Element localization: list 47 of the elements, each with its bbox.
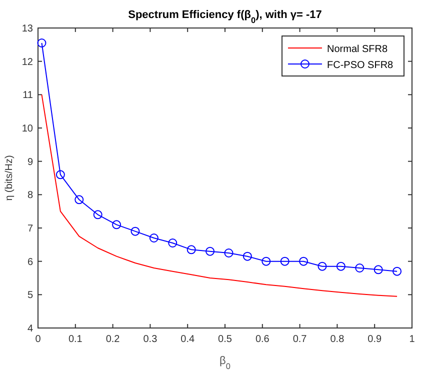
x-tick-label: 1 (409, 334, 416, 345)
point (186, 245, 196, 254)
y-tick-label: 11 (22, 90, 34, 102)
point (149, 234, 158, 242)
line-series (41, 94, 398, 297)
point (74, 195, 84, 204)
legend-label: FC-PSO SFR8 (327, 60, 394, 71)
x-tick-label: 0.8 (330, 334, 345, 345)
x-tick-label: 0.9 (368, 334, 382, 345)
x-tick-label: 0.2 (106, 334, 120, 345)
y-tick-label: 6 (27, 256, 34, 268)
point (336, 262, 346, 271)
y-tick-label: 8 (27, 190, 34, 202)
point (355, 264, 364, 272)
point (299, 256, 308, 266)
point (168, 238, 178, 248)
x-tick-label: 0.5 (218, 334, 232, 345)
y-tick-label: 4 (27, 324, 34, 334)
point (112, 220, 122, 230)
point (206, 246, 215, 256)
point (262, 256, 271, 266)
point (37, 38, 46, 48)
y-tick-label: 5 (27, 290, 34, 302)
x-tick-label: 0.4 (180, 334, 195, 345)
x-tick-label: 0.6 (255, 334, 270, 345)
y-tick-label: 9 (27, 156, 34, 168)
point (318, 262, 327, 271)
x-tick-label: 0 (35, 334, 42, 345)
x-tick-label: 0.3 (143, 334, 158, 345)
point (374, 265, 383, 274)
y-tick-label: 12 (22, 56, 34, 68)
point (56, 170, 65, 180)
point (224, 248, 234, 258)
y-tick-label: 7 (27, 224, 34, 234)
point (93, 210, 102, 220)
x-axis-title: β$_{0}$ (220, 355, 231, 370)
chart-title: Spectrum Efficiency f(β$_{0}$), with γ= -17 (128, 9, 322, 24)
point (280, 256, 290, 266)
y-tick-label: 10 (22, 124, 34, 134)
point (130, 226, 140, 236)
point (392, 266, 402, 276)
legend-label: Normal SFR8 (327, 44, 388, 55)
point (242, 252, 252, 261)
y-tick-label: 13 (22, 24, 34, 34)
y-axis-title: η (bits/Hz) (4, 155, 15, 201)
x-tick-label: 0.7 (292, 334, 308, 345)
x-tick-label: 0.1 (68, 334, 83, 345)
